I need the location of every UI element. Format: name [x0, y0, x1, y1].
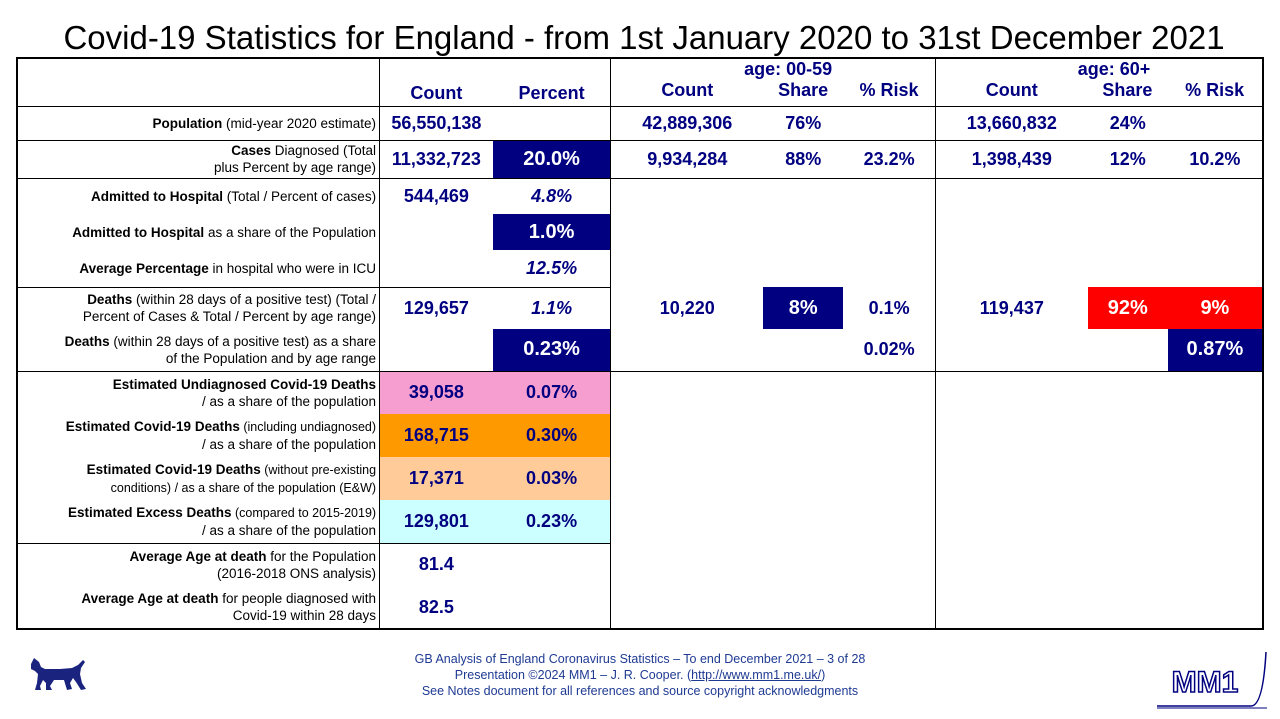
row-label: Average Age at death for the Population(… — [17, 543, 381, 586]
footer-line-2: Presentation ©2024 MM1 – J. R. Cooper. (… — [454, 668, 826, 682]
dog-logo-icon — [31, 658, 86, 690]
avg-age-population-value: 81.4 — [418, 554, 454, 575]
deaths-share-percent: 0.23% — [492, 329, 611, 372]
deaths-young-share: 8% — [763, 287, 844, 329]
page-title: Covid-19 Statistics for England - from 1… — [63, 19, 1225, 56]
deaths-old-share: 92% — [1087, 287, 1168, 329]
excess-count: 129,801 — [379, 500, 493, 544]
undiagnosed-count: 39,058 — [379, 371, 493, 414]
deaths-percent: 1.1% — [531, 297, 573, 318]
cases-young-count: 9,934,284 — [610, 140, 764, 179]
table-row-deaths-share: Deaths (within 28 days of a positive tes… — [17, 329, 1263, 372]
row-label: Population (mid-year 2020 estimate) — [17, 106, 381, 141]
no-preexisting-count: 17,371 — [379, 457, 493, 500]
table-row-cases: Cases Diagnosed (Total plus Percent by ag… — [17, 140, 1263, 179]
header-group-young: age: 00-59 — [744, 59, 833, 79]
cases-young-risk: 23.2% — [843, 140, 936, 179]
cases-old-count: 1,398,439 — [934, 140, 1088, 179]
population-young-share: 76% — [763, 106, 844, 141]
table-row-icu: Average Percentage in hospital who were … — [17, 250, 1263, 288]
deaths-old-risk: 9% — [1167, 287, 1263, 329]
cases-old-share: 12% — [1087, 140, 1168, 179]
hospital-count: 544,469 — [403, 185, 469, 206]
table-row-deaths: Deaths (within 28 days of a positive tes… — [17, 287, 1263, 329]
icu-percent: 12.5% — [492, 250, 611, 288]
population-young-count: 42,889,306 — [610, 106, 764, 141]
table-row-population: Population (mid-year 2020 estimate) 56,5… — [17, 106, 1263, 141]
undiagnosed-percent: 0.07% — [492, 371, 611, 414]
deaths-share-young-risk: 0.02% — [843, 329, 936, 372]
header-old-risk: % Risk — [1185, 80, 1245, 100]
deaths-old-count: 119,437 — [934, 287, 1088, 329]
row-label: Cases Diagnosed (Total plus Percent by ag… — [17, 140, 381, 179]
row-label: Average Percentage in hospital who were … — [17, 250, 381, 288]
table-row-hospital-share: Admitted to Hospital as a share of the P… — [17, 214, 1263, 250]
statistics-table: Count Percent age: 00-59 Count Share % R… — [16, 57, 1264, 630]
hospital-percent: 4.8% — [531, 185, 573, 206]
avg-age-diagnosed-value: 82.5 — [418, 596, 454, 617]
cases-count: 11,332,723 — [379, 140, 493, 179]
header-young-count: Count — [661, 80, 714, 100]
cases-percent: 20.0% — [492, 140, 611, 179]
no-preexisting-percent: 0.03% — [492, 457, 611, 500]
header-row: Count Percent age: 00-59 Count Share % R… — [17, 58, 1263, 107]
table-row-no-preexisting: Estimated Covid-19 Deaths (without pre-e… — [17, 457, 1263, 500]
header-old-share: Share — [1102, 80, 1153, 100]
table-row-undiagnosed: Estimated Undiagnosed Covid-19 Deaths / a… — [17, 371, 1263, 543]
estimated-deaths-percent: 0.30% — [492, 414, 611, 457]
row-label: Deaths (within 28 days of a positive tes… — [17, 329, 381, 372]
logo-text: MM1 — [1172, 666, 1239, 699]
row-label: Average Age at death for people diagnose… — [17, 586, 381, 629]
website-link[interactable]: http://www.mm1.me.uk/ — [691, 668, 822, 682]
row-label: Admitted to Hospital (Total / Percent of… — [17, 178, 381, 214]
population-old-count: 13,660,832 — [934, 106, 1088, 141]
deaths-young-risk: 0.1% — [868, 297, 910, 318]
estimated-deaths-count: 168,715 — [379, 414, 493, 457]
table-row-avg-age-diagnosed: Average Age at death for people diagnose… — [17, 586, 1263, 629]
header-group-old: age: 60+ — [1077, 59, 1151, 79]
cases-young-share: 88% — [763, 140, 844, 179]
hospital-share-percent: 1.0% — [492, 214, 611, 250]
deaths-young-count: 10,220 — [610, 287, 764, 329]
header-count: Count — [379, 58, 493, 107]
population-old-share: 24% — [1087, 106, 1168, 141]
table-row-avg-age-population: Average Age at death for the Population(… — [17, 543, 1263, 629]
header-old-count: Count — [985, 80, 1038, 100]
table-row-hospital: Admitted to Hospital (Total / Percent of… — [17, 178, 1263, 287]
row-label: Deaths (within 28 days of a positive tes… — [17, 287, 381, 329]
footer-line-3: See Notes document for all references an… — [421, 684, 859, 698]
row-label: Estimated Undiagnosed Covid-19 Deaths / a… — [17, 371, 381, 414]
header-young-share: Share — [778, 80, 829, 100]
row-label: Admitted to Hospital as a share of the P… — [17, 214, 381, 250]
population-count: 56,550,138 — [379, 106, 493, 141]
header-percent: Percent — [492, 58, 611, 107]
deaths-count: 129,657 — [403, 297, 469, 318]
mm1-logo: MM1 — [1157, 651, 1267, 709]
footer-line-1: GB Analysis of England Coronavirus Stati… — [414, 652, 866, 666]
table-row-estimated-deaths: Estimated Covid-19 Deaths (including und… — [17, 414, 1263, 457]
row-label: Estimated Excess Deaths (compared to 201… — [17, 500, 381, 544]
excess-percent: 0.23% — [492, 500, 611, 544]
cases-old-risk: 10.2% — [1167, 140, 1263, 179]
table-row-excess: Estimated Excess Deaths (compared to 201… — [17, 500, 1263, 544]
deaths-share-old-risk: 0.87% — [1167, 329, 1263, 372]
row-label: Estimated Covid-19 Deaths (without pre-e… — [17, 457, 381, 500]
header-young-risk: % Risk — [859, 80, 919, 100]
row-label: Estimated Covid-19 Deaths (including und… — [17, 414, 381, 457]
